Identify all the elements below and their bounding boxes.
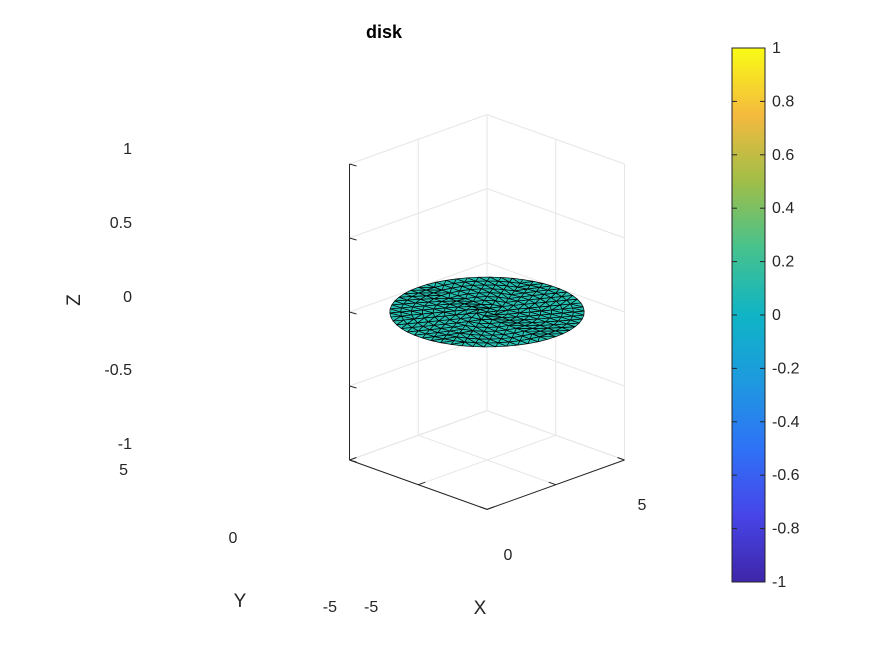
z-axis-label: Z [64,294,85,306]
wall-grid-line [486,188,625,239]
y-tick [349,457,357,461]
wall-grid-line [486,410,625,461]
z-tick [349,311,357,315]
y-tick-label: 5 [119,462,128,479]
colorbar-tick-label: -1 [772,574,786,591]
wall-grid-line [349,410,488,461]
axis-ticks [349,163,625,510]
z-tick-labels: -1 -0.5 0 0.5 1 [104,141,132,453]
z-tick-label: -0.5 [104,362,132,379]
colorbar-tick-label: -0.2 [772,360,800,377]
grid-lines [349,114,625,510]
colorbar: -1 -0.8 -0.6 -0.4 -0.2 0 0.2 0.4 0.6 0.8 1 [731,40,800,591]
z-tick [349,237,357,241]
mesh-triangle [535,289,549,295]
x-tick [617,457,625,461]
wall-grid-line [486,114,625,165]
y-tick-label: -5 [323,599,337,616]
colorbar-ticks: -1 -0.8 -0.6 -0.4 -0.2 0 0.2 0.4 0.6 0.8 1 [732,40,800,591]
wall-grid-line [349,114,488,165]
mesh-triangle [520,295,534,301]
chart-title: disk [366,22,403,42]
colorbar-tick-label: 0.6 [772,147,794,164]
x-axis-label: X [474,598,487,619]
y-axis-label: Y [234,591,247,612]
colorbar-tick-label: 1 [772,40,781,57]
z-tick-label: 0 [123,289,132,306]
colorbar-tick-label: -0.8 [772,521,800,538]
mesh-triangle [489,306,503,312]
colorbar-gradient [732,48,765,582]
z-tick [349,385,357,389]
x-tick-label: -5 [364,599,378,616]
y-tick-label: 0 [229,530,238,547]
mesh-triangle [547,285,560,291]
colorbar-tick-label: 0.4 [772,200,794,217]
z-tick [349,459,357,463]
colorbar-tick-label: -0.4 [772,414,800,431]
x-tick-label: 0 [504,547,513,564]
y-tick [486,506,495,510]
z-tick [349,163,357,167]
x-tick-labels: -5 0 5 [364,497,647,616]
floor-grid-line [418,434,556,486]
colorbar-tick-label: 0 [772,307,781,324]
colorbar-tick-label: 0.8 [772,93,794,110]
z-tick-label: -1 [118,436,132,453]
disk-surface [389,276,585,348]
x-tick [479,506,488,510]
wall-grid-line [349,188,488,239]
colorbar-tick-label: -0.6 [772,467,800,484]
mesh-triangle [505,300,518,306]
x-tick [548,481,556,486]
y-tick [418,481,426,486]
z-tick-label: 0.5 [110,215,132,232]
z-tick-label: 1 [123,141,132,158]
x-tick-label: 5 [638,497,647,514]
colorbar-tick-label: 0.2 [772,254,794,271]
y-tick-labels: 5 0 -5 [119,462,337,616]
